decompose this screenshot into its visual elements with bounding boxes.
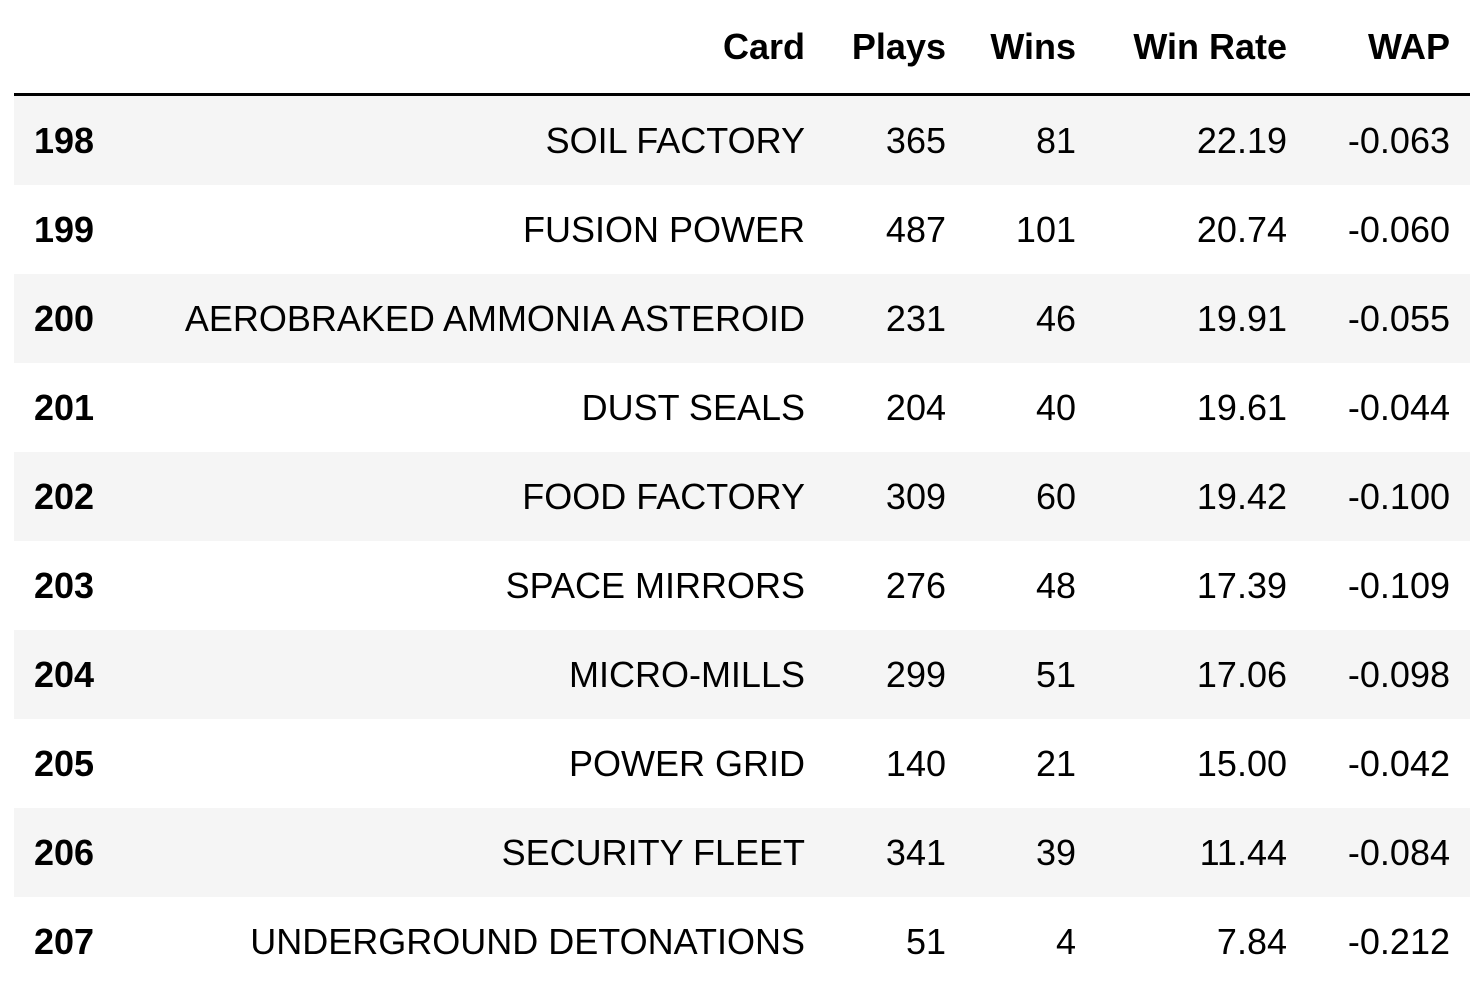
- cell-win-rate: 19.42: [1196, 475, 1287, 517]
- cell-wins: 60: [1035, 475, 1076, 517]
- cell-wap: -0.055: [1347, 297, 1450, 339]
- cell-wap: -0.212: [1347, 920, 1450, 962]
- card-stats-table: Card Plays Wins Win Rate WAP 198 SOIL FAC…: [14, 0, 1470, 986]
- table-row: 204 MICRO-MILLS 299 51 17.06 -0.098: [14, 630, 1470, 719]
- cell-wap: -0.109: [1347, 564, 1450, 606]
- table-row: 207 UNDERGROUND DETONATIONS 51 4 7.84 -0.212: [14, 897, 1470, 986]
- cell-wins: 4: [1055, 920, 1076, 962]
- cell-wins: 48: [1035, 564, 1076, 606]
- table-row: 198 SOIL FACTORY 365 81 22.19 -0.063: [14, 94, 1470, 185]
- dataframe-output: Card Plays Wins Win Rate WAP 198 SOIL FAC…: [14, 0, 1470, 986]
- cell-plays: 487: [885, 208, 946, 250]
- cell-card: DUST SEALS: [581, 386, 805, 428]
- cell-win-rate: 15.00: [1196, 742, 1287, 784]
- row-index: 206: [14, 808, 110, 897]
- cell-win-rate: 17.06: [1196, 653, 1287, 695]
- header-row: Card Plays Wins Win Rate WAP: [14, 0, 1470, 96]
- cell-card: UNDERGROUND DETONATIONS: [250, 920, 805, 962]
- cell-plays: 140: [885, 742, 946, 784]
- cell-wap: -0.044: [1347, 386, 1450, 428]
- cell-plays: 276: [885, 564, 946, 606]
- cell-wins: 51: [1035, 653, 1076, 695]
- cell-wins: 46: [1035, 297, 1076, 339]
- cell-card: FOOD FACTORY: [522, 475, 805, 517]
- row-index: 201: [14, 363, 110, 452]
- cell-wins: 81: [1035, 119, 1076, 161]
- cell-plays: 365: [885, 119, 946, 161]
- cell-wap: -0.063: [1347, 119, 1450, 161]
- table-row: 206 SECURITY FLEET 341 39 11.44 -0.084: [14, 808, 1470, 897]
- row-index: 199: [14, 185, 110, 274]
- cell-wins: 21: [1035, 742, 1076, 784]
- table-row: 203 SPACE MIRRORS 276 48 17.39 -0.109: [14, 541, 1470, 630]
- cell-card: MICRO-MILLS: [568, 653, 805, 695]
- table-row: 200 AEROBRAKED AMMONIA ASTEROID 231 46 19.91…: [14, 274, 1470, 363]
- cell-plays: 231: [885, 297, 946, 339]
- cell-card: SOIL FACTORY: [545, 119, 805, 161]
- cell-win-rate: 7.84: [1216, 920, 1287, 962]
- cell-win-rate: 20.74: [1196, 208, 1287, 250]
- index-column-header: [14, 0, 110, 96]
- cell-win-rate: 11.44: [1199, 831, 1287, 873]
- table-row: 199 FUSION POWER 487 101 20.74 -0.060: [14, 185, 1470, 274]
- row-index: 203: [14, 541, 110, 630]
- column-header-wins: Wins: [966, 0, 1096, 96]
- row-index: 200: [14, 274, 110, 363]
- row-index: 198: [14, 94, 110, 185]
- cell-card: SECURITY FLEET: [501, 831, 805, 873]
- cell-win-rate: 22.19: [1196, 119, 1287, 161]
- cell-card: FUSION POWER: [522, 208, 805, 250]
- row-index: 204: [14, 630, 110, 719]
- column-header-plays: Plays: [825, 0, 966, 96]
- cell-card: AEROBRAKED AMMONIA ASTEROID: [184, 297, 805, 339]
- cell-wap: -0.042: [1347, 742, 1450, 784]
- cell-wins: 39: [1035, 831, 1076, 873]
- table-row: 201 DUST SEALS 204 40 19.61 -0.044: [14, 363, 1470, 452]
- column-header-win-rate: Win Rate: [1096, 0, 1307, 96]
- row-index: 207: [14, 897, 110, 986]
- cell-win-rate: 19.91: [1196, 297, 1287, 339]
- cell-wap: -0.084: [1347, 831, 1450, 873]
- cell-plays: 309: [885, 475, 946, 517]
- cell-card: SPACE MIRRORS: [505, 564, 805, 606]
- cell-win-rate: 19.61: [1196, 386, 1287, 428]
- table-row: 205 POWER GRID 140 21 15.00 -0.042: [14, 719, 1470, 808]
- cell-wap: -0.060: [1347, 208, 1450, 250]
- cell-win-rate: 17.39: [1196, 564, 1287, 606]
- cell-plays: 341: [885, 831, 946, 873]
- column-header-card: Card: [110, 0, 825, 96]
- row-index: 205: [14, 719, 110, 808]
- cell-card: POWER GRID: [568, 742, 805, 784]
- table-row: 202 FOOD FACTORY 309 60 19.42 -0.100: [14, 452, 1470, 541]
- cell-wap: -0.098: [1347, 653, 1450, 695]
- cell-plays: 299: [885, 653, 946, 695]
- cell-plays: 204: [885, 386, 946, 428]
- row-index: 202: [14, 452, 110, 541]
- table-header: Card Plays Wins Win Rate WAP: [14, 0, 1470, 96]
- cell-wins: 101: [1015, 208, 1076, 250]
- column-header-wap: WAP: [1307, 0, 1470, 96]
- table-body: 198 SOIL FACTORY 365 81 22.19 -0.063 199 FUSION…: [14, 94, 1470, 986]
- cell-wap: -0.100: [1347, 475, 1450, 517]
- cell-plays: 51: [905, 920, 946, 962]
- cell-wins: 40: [1035, 386, 1076, 428]
